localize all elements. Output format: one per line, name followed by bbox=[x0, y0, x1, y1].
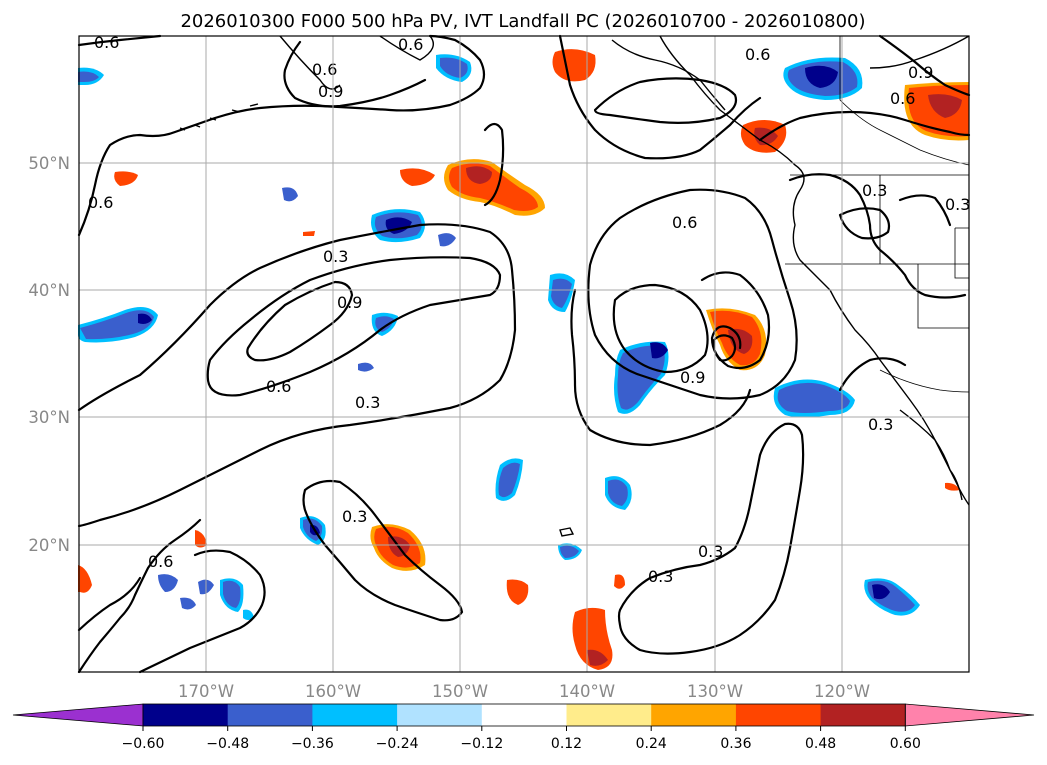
contour-label: 0.6 bbox=[94, 33, 119, 52]
colorbar-segment bbox=[566, 704, 652, 726]
contour-labels: 0.6 0.6 0.6 0.9 0.6 0.6 0.6 0.3 0.9 0.6 … bbox=[88, 33, 970, 586]
pv-contours bbox=[77, 34, 971, 674]
colorbar-outline bbox=[142, 703, 906, 727]
negative-anomaly-region bbox=[864, 578, 920, 616]
contour-label: 0.6 bbox=[88, 193, 113, 212]
contour-label: 0.6 bbox=[398, 35, 423, 54]
contour-label: 0.9 bbox=[337, 293, 362, 312]
contour-label: 0.3 bbox=[698, 542, 723, 561]
longitude-label: 140°W bbox=[559, 682, 615, 701]
longitude-label: 120°W bbox=[814, 682, 870, 701]
colorbar-segment bbox=[397, 704, 483, 726]
colorbar-segment bbox=[820, 704, 906, 726]
contour-label: 0.6 bbox=[148, 552, 173, 571]
longitude-label: 150°W bbox=[432, 682, 488, 701]
colorbar-segment bbox=[735, 704, 822, 726]
contour-label: 0.9 bbox=[680, 368, 705, 387]
negative-anomaly-region bbox=[773, 379, 855, 418]
contour-label: 0.3 bbox=[323, 247, 348, 266]
contour-label: 0.6 bbox=[672, 213, 697, 232]
latitude-label: 50°N bbox=[28, 154, 70, 173]
positive-anomaly-region bbox=[904, 82, 969, 141]
colorbar-tick-label: 0.60 bbox=[890, 736, 921, 752]
contour-label: 0.3 bbox=[868, 415, 893, 434]
ivt-anomaly-shading bbox=[78, 49, 969, 670]
colorbar-tick-label: −0.12 bbox=[460, 736, 503, 752]
latitude-label: 40°N bbox=[28, 281, 70, 300]
colorbar-segment bbox=[312, 704, 398, 726]
longitude-labels: 170°W 160°W 150°W 140°W 130°W 120°W bbox=[178, 682, 870, 701]
colorbar-tick-label: 0.24 bbox=[636, 736, 667, 752]
colorbar-tick-label: 0.48 bbox=[805, 736, 836, 752]
contour-label: 0.6 bbox=[890, 89, 915, 108]
contour-label: 0.3 bbox=[355, 393, 380, 412]
negative-anomaly-region bbox=[614, 341, 669, 414]
colorbar-segment bbox=[143, 704, 229, 726]
colorbar-segment bbox=[481, 704, 567, 726]
contour-label: 0.3 bbox=[648, 567, 673, 586]
negative-anomaly-region bbox=[78, 306, 158, 343]
graticule bbox=[79, 36, 969, 672]
map-panel bbox=[79, 36, 969, 672]
colorbar-segment bbox=[651, 704, 737, 726]
longitude-label: 130°W bbox=[687, 682, 743, 701]
contour-label: 0.9 bbox=[908, 63, 933, 82]
colorbar-extend-high bbox=[904, 703, 1035, 727]
contour-label: 0.9 bbox=[318, 82, 343, 101]
colorbar-tick-label: −0.48 bbox=[206, 736, 249, 752]
longitude-label: 170°W bbox=[178, 682, 234, 701]
colorbar-tick-label: −0.24 bbox=[376, 736, 419, 752]
latitude-label: 20°N bbox=[28, 536, 70, 555]
colorbar-segment bbox=[227, 704, 313, 726]
colorbar-tick-label: −0.60 bbox=[122, 736, 165, 752]
negative-anomaly-region bbox=[78, 54, 632, 620]
map-title: 2026010300 F000 500 hPa PV, IVT Landfall… bbox=[180, 11, 865, 32]
contour-label: 0.3 bbox=[342, 507, 367, 526]
colorbar-tick-label: 0.36 bbox=[720, 736, 751, 752]
coastline bbox=[179, 35, 970, 537]
latitude-labels: 50°N 40°N 30°N 20°N bbox=[28, 154, 70, 555]
contour-label: 0.3 bbox=[862, 181, 887, 200]
colorbar-extend-low bbox=[12, 703, 144, 727]
colorbar-tick-label: 0.12 bbox=[551, 736, 582, 752]
latitude-label: 30°N bbox=[28, 408, 70, 427]
positive-anomaly-region bbox=[444, 159, 545, 216]
contour-label: 0.6 bbox=[312, 60, 337, 79]
colorbar: −0.60 −0.48 −0.36 −0.24 −0.12 0.12 0.24 0.36 0.4… bbox=[12, 703, 1035, 752]
contour-label: 0.6 bbox=[266, 377, 291, 396]
contour-label: 0.3 bbox=[945, 195, 970, 214]
contour-label: 0.6 bbox=[745, 45, 770, 64]
map-frame bbox=[78, 35, 970, 673]
longitude-label: 160°W bbox=[305, 682, 361, 701]
colorbar-tick-label: −0.36 bbox=[291, 736, 334, 752]
